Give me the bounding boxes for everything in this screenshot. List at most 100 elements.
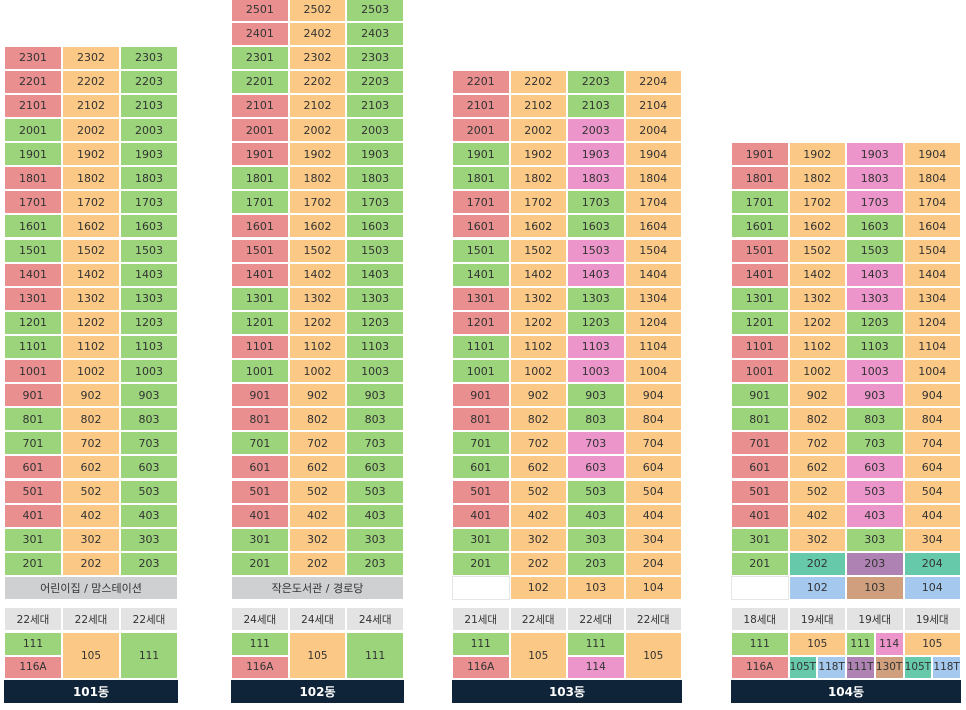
unit-cell: 202 bbox=[788, 551, 846, 576]
unit-type-cell: 116A bbox=[231, 655, 289, 679]
unit-type-cell: 105 bbox=[509, 632, 567, 679]
unit-cell: 703 bbox=[567, 431, 625, 456]
unit-cell: 2201 bbox=[231, 69, 289, 94]
unit-cell: 1001 bbox=[731, 359, 789, 384]
unit-cell: 903 bbox=[346, 383, 404, 408]
unit-cell: 2002 bbox=[509, 118, 567, 143]
unit-cell: 503 bbox=[567, 479, 625, 504]
unit-cell: 2002 bbox=[288, 118, 347, 143]
unit-cell: 704 bbox=[903, 431, 961, 456]
unit-cell: 402 bbox=[788, 503, 846, 528]
unit-cell: 1102 bbox=[62, 334, 120, 359]
unit-cell: 301 bbox=[452, 527, 510, 552]
unit-cell: 1701 bbox=[731, 190, 789, 215]
unit-cell: 1803 bbox=[346, 166, 404, 191]
unit-cell: 1503 bbox=[120, 238, 178, 263]
unit-cell: 1103 bbox=[846, 334, 904, 359]
unit-cell: 1303 bbox=[346, 286, 404, 311]
unit-cell: 602 bbox=[62, 455, 120, 480]
unit-cell: 701 bbox=[4, 431, 62, 456]
unit-cell: 1203 bbox=[846, 310, 904, 335]
unit-cell: 2401 bbox=[231, 21, 289, 46]
unit-cell: 704 bbox=[624, 431, 682, 456]
unit-type-cell: 111 bbox=[846, 632, 875, 656]
unit-cell: 1201 bbox=[231, 310, 289, 335]
unit-cell: 404 bbox=[903, 503, 961, 528]
unit-cell: 1002 bbox=[62, 359, 120, 384]
unit-cell: 602 bbox=[288, 455, 347, 480]
unit-cell: 1402 bbox=[62, 262, 120, 287]
unit-cell: 1901 bbox=[231, 142, 289, 167]
building-title: 102동 bbox=[231, 680, 404, 703]
unit-cell: 204 bbox=[624, 551, 682, 576]
unit-type-cell: 118T bbox=[817, 655, 846, 679]
unit-cell: 1802 bbox=[509, 166, 567, 191]
unit-cell: 2502 bbox=[288, 0, 347, 22]
unit-cell: 1601 bbox=[231, 214, 289, 239]
unit-cell: 1602 bbox=[788, 214, 846, 239]
unit-cell: 1103 bbox=[567, 334, 625, 359]
unit-cell: 502 bbox=[509, 479, 567, 504]
unit-cell: 602 bbox=[509, 455, 567, 480]
unit-cell: 1703 bbox=[567, 190, 625, 215]
unit-cell: 901 bbox=[731, 383, 789, 408]
unit-cell: 1104 bbox=[624, 334, 682, 359]
unit-cell: 2204 bbox=[624, 69, 682, 94]
unit-cell: 1804 bbox=[903, 166, 961, 191]
unit-cell: 1502 bbox=[509, 238, 567, 263]
unit-cell: 2402 bbox=[288, 21, 347, 46]
unit-cell: 204 bbox=[903, 551, 961, 576]
unit-cell: 1203 bbox=[567, 310, 625, 335]
unit-cell: 1003 bbox=[120, 359, 178, 384]
unit-type-cell: 111 bbox=[731, 632, 789, 656]
unit-cell: 1303 bbox=[120, 286, 178, 311]
unit-cell: 804 bbox=[903, 407, 961, 432]
unit-cell: 2003 bbox=[346, 118, 404, 143]
unit-cell: 702 bbox=[509, 431, 567, 456]
unit-cell: 301 bbox=[731, 527, 789, 552]
household-count: 19세대 bbox=[788, 607, 846, 631]
unit-cell: 1402 bbox=[288, 262, 347, 287]
unit-cell: 2501 bbox=[231, 0, 289, 22]
unit-cell: 1401 bbox=[731, 262, 789, 287]
unit-cell: 1902 bbox=[62, 142, 120, 167]
unit-cell: 1803 bbox=[120, 166, 178, 191]
unit-cell: 904 bbox=[903, 383, 961, 408]
household-count: 24세대 bbox=[288, 607, 347, 631]
unit-cell: 2403 bbox=[346, 21, 404, 46]
unit-cell: 403 bbox=[846, 503, 904, 528]
unit-cell: 1301 bbox=[731, 286, 789, 311]
unit-cell: 804 bbox=[624, 407, 682, 432]
unit-cell: 104 bbox=[624, 575, 682, 600]
unit-type-cell: 105 bbox=[788, 632, 846, 656]
unit-cell: 1704 bbox=[903, 190, 961, 215]
unit-cell: 1202 bbox=[788, 310, 846, 335]
unit-cell: 1401 bbox=[231, 262, 289, 287]
unit-cell: 603 bbox=[346, 455, 404, 480]
unit-cell: 1704 bbox=[624, 190, 682, 215]
unit-cell: 902 bbox=[509, 383, 567, 408]
unit-cell: 1202 bbox=[288, 310, 347, 335]
unit-cell: 2001 bbox=[4, 118, 62, 143]
unit-cell: 403 bbox=[346, 503, 404, 528]
unit-cell: 2203 bbox=[567, 69, 625, 94]
unit-cell: 1303 bbox=[846, 286, 904, 311]
building-title: 101동 bbox=[4, 680, 178, 703]
household-count: 22세대 bbox=[624, 607, 682, 631]
unit-cell: 701 bbox=[731, 431, 789, 456]
unit-cell: 2303 bbox=[120, 45, 178, 70]
household-count: 19세대 bbox=[846, 607, 904, 631]
unit-cell: 803 bbox=[346, 407, 404, 432]
unit-cell: 1401 bbox=[452, 262, 510, 287]
unit-cell: 1102 bbox=[288, 334, 347, 359]
unit-cell: 1601 bbox=[731, 214, 789, 239]
unit-cell: 1001 bbox=[231, 359, 289, 384]
unit-cell: 2003 bbox=[120, 118, 178, 143]
unit-cell: 103 bbox=[846, 575, 904, 600]
unit-cell: 2101 bbox=[231, 93, 289, 118]
unit-cell: 1204 bbox=[624, 310, 682, 335]
unit-cell: 1802 bbox=[288, 166, 347, 191]
unit-cell: 104 bbox=[903, 575, 961, 600]
unit-cell: 604 bbox=[624, 455, 682, 480]
unit-cell: 203 bbox=[120, 551, 178, 576]
